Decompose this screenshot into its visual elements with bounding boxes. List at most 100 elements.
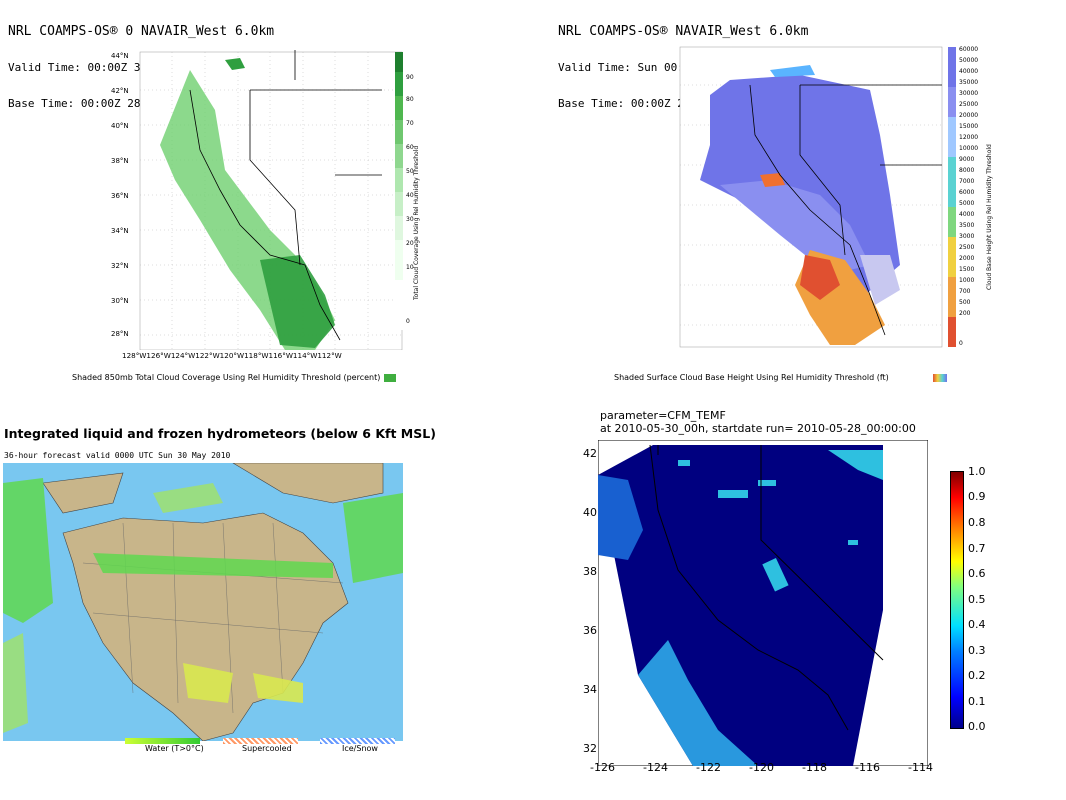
panel2-colorbar-label: 20000 <box>959 112 979 119</box>
panel2-colorbar-label: 35000 <box>959 79 979 86</box>
panel4-colorbar-label: 0.7 <box>968 542 986 555</box>
panel4-colorbar-label: 0.9 <box>968 490 986 503</box>
panel4-run: at 2010-05-30_00h, startdate run= 2010-0… <box>600 422 916 435</box>
panel2-colorbar-label: 8000 <box>959 167 975 174</box>
panel1-lat-tick: 30°N <box>111 297 129 305</box>
panel1-lon-ticks: 128°W126°W124°W122°W120°W118°W116°W114°W… <box>122 351 342 360</box>
panel-cfm-temf: parameter=CFM_TEMF at 2010-05-30_00h, st… <box>560 405 1066 800</box>
panel3-map <box>3 463 403 741</box>
panel1-caption-swatch <box>384 374 396 382</box>
panel4-param: parameter=CFM_TEMF <box>600 409 726 422</box>
panel4-xtick: -122 <box>696 761 721 774</box>
panel1-title: NRL COAMPS-OS® 0 NAVAIR_West 6.0km <box>8 24 275 39</box>
panel2-colorbar <box>948 47 956 347</box>
panel4-xtick: -118 <box>802 761 827 774</box>
panel4-colorbar <box>950 471 964 729</box>
panel2-colorbar-label: 200 <box>959 310 971 317</box>
panel1-colorbar-title: Total Cloud Coverage Using Rel Humidity … <box>413 145 420 300</box>
panel4-colorbar-label: 0.3 <box>968 644 986 657</box>
panel2-colorbar-label: 60000 <box>959 46 979 53</box>
panel1-lat-tick: 42°N <box>111 87 129 95</box>
legend-ice-swatch <box>320 738 395 744</box>
panel2-colorbar-label: 3500 <box>959 222 975 229</box>
panel4-colorbar-label: 0.4 <box>968 618 986 631</box>
panel3-subtitle: 36-hour forecast valid 0000 UTC Sun 30 M… <box>4 451 231 460</box>
panel1-colorbar-label: 60 <box>406 144 414 151</box>
panel2-colorbar-label: 3000 <box>959 233 975 240</box>
panel2-colorbar-label: 40000 <box>959 68 979 75</box>
panel2-colorbar-label: 700 <box>959 288 971 295</box>
panel4-ytick: 38 <box>583 565 597 578</box>
panel1-lat-tick: 36°N <box>111 192 129 200</box>
panel3-title: Integrated liquid and frozen hydrometeor… <box>4 426 436 441</box>
panel2-colorbar-label: 9000 <box>959 156 975 163</box>
panel2-colorbar-label: 5000 <box>959 200 975 207</box>
panel4-xtick: -114 <box>908 761 933 774</box>
panel2-map <box>679 46 956 348</box>
panel4-ytick: 32 <box>583 742 597 755</box>
panel1-colorbar-label: 70 <box>406 120 414 127</box>
legend-ice-label: Ice/Snow <box>342 744 378 753</box>
panel1-lat-tick: 40°N <box>111 122 129 130</box>
panel2-colorbar-label: 4000 <box>959 211 975 218</box>
panel1-colorbar-label: 10 <box>406 264 414 271</box>
legend-water-label: Water (T>0°C) <box>145 744 204 753</box>
panel4-colorbar-label: 0.2 <box>968 669 986 682</box>
panel2-colorbar-label: 30000 <box>959 90 979 97</box>
panel-cloud-base-height: NRL COAMPS-OS® NAVAIR_West 6.0km Valid T… <box>550 0 1066 390</box>
panel1-lat-tick: 34°N <box>111 227 129 235</box>
panel1-lat-tick: 32°N <box>111 262 129 270</box>
panel1-lat-tick: 38°N <box>111 157 129 165</box>
panel2-colorbar-label: 500 <box>959 299 971 306</box>
panel1-colorbar-label: 30 <box>406 216 414 223</box>
panel4-ytick: 42 <box>583 447 597 460</box>
panel2-colorbar-label: 1000 <box>959 277 975 284</box>
panel1-colorbar-label: 90 <box>406 74 414 81</box>
panel2-caption: Shaded Surface Cloud Base Height Using R… <box>614 373 889 382</box>
panel3-legend: Water (T>0°C) Supercooled Ice/Snow <box>120 738 410 753</box>
legend-supercooled-swatch <box>223 738 298 744</box>
panel-total-cloud-coverage: NRL COAMPS-OS® 0 NAVAIR_West 6.0km Valid… <box>0 0 520 390</box>
panel4-colorbar-label: 0.0 <box>968 720 986 733</box>
panel4-xtick: -126 <box>590 761 615 774</box>
panel4-ytick: 40 <box>583 506 597 519</box>
panel2-colorbar-label: 1500 <box>959 266 975 273</box>
panel3-water-bands <box>93 553 333 578</box>
legend-water-swatch <box>125 738 200 744</box>
panel4-colorbar-label: 0.5 <box>968 593 986 606</box>
panel1-colorbar <box>395 52 403 330</box>
panel4-map <box>598 440 928 766</box>
panel1-colorbar-label: 40 <box>406 192 414 199</box>
panel2-caption-swatch <box>933 374 947 382</box>
panel1-colorbar-label: 50 <box>406 168 414 175</box>
panel4-colorbar-label: 1.0 <box>968 465 986 478</box>
panel4-colorbar-label: 0.1 <box>968 695 986 708</box>
panel1-lat-tick: 28°N <box>111 330 129 338</box>
panel4-ytick: 34 <box>583 683 597 696</box>
panel4-colorbar-label: 0.6 <box>968 567 986 580</box>
panel2-colorbar-label: 12000 <box>959 134 979 141</box>
panel2-title: NRL COAMPS-OS® NAVAIR_West 6.0km <box>558 24 809 39</box>
panel2-colorbar-label: 10000 <box>959 145 979 152</box>
panel2-colorbar-label: 15000 <box>959 123 979 130</box>
panel4-xtick: -124 <box>643 761 668 774</box>
panel2-colorbar-label: 25000 <box>959 101 979 108</box>
panel2-colorbar-label: 6000 <box>959 189 975 196</box>
panel2-colorbar-title: Cloud Base Height Using Rel Humidity Thr… <box>986 144 993 290</box>
panel4-xtick: -116 <box>855 761 880 774</box>
panel1-colorbar-label: 0 <box>406 318 410 325</box>
panel2-colorbar-label: 2500 <box>959 244 975 251</box>
panel4-colorbar-label: 0.8 <box>968 516 986 529</box>
panel2-colorbar-label: 50000 <box>959 57 979 64</box>
panel4-ytick: 36 <box>583 624 597 637</box>
panel2-colorbar-label: 0 <box>959 340 963 347</box>
legend-supercooled-label: Supercooled <box>242 744 292 753</box>
panel1-colorbar-label: 20 <box>406 240 414 247</box>
panel1-colorbar-label: 80 <box>406 96 414 103</box>
panel2-colorbar-label: 7000 <box>959 178 975 185</box>
panel1-lat-tick: 44°N <box>111 52 129 60</box>
panel4-xtick: -120 <box>749 761 774 774</box>
panel1-map <box>139 50 403 350</box>
panel1-caption: Shaded 850mb Total Cloud Coverage Using … <box>72 373 381 382</box>
panel2-colorbar-label: 2000 <box>959 255 975 262</box>
